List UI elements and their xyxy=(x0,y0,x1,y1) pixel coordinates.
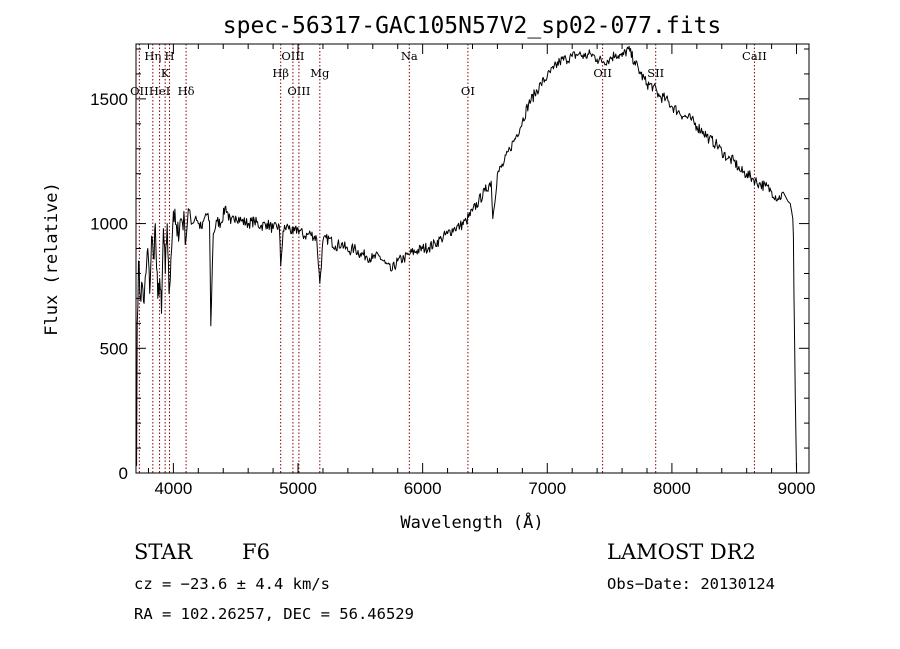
spectral-line-label: H xyxy=(165,49,175,63)
y-axis-label: Flux (relative) xyxy=(42,182,62,336)
redshift-velocity: cz = −23.6 ± 4.4 km/s xyxy=(134,575,330,593)
spectral-line-label: CaII xyxy=(742,49,767,63)
x-tick-label: 4000 xyxy=(154,479,192,498)
flux-series-layer xyxy=(135,45,797,471)
spectral-line-label: Hη xyxy=(144,49,161,63)
x-axis-label: Wavelength (Å) xyxy=(400,511,543,533)
spectral-line-label: Mg xyxy=(310,66,330,80)
object-subclass: F6 xyxy=(242,540,270,564)
x-tick-label: 8000 xyxy=(653,479,691,498)
spectral-line-label: K xyxy=(161,66,170,80)
spectral-line-label: OII xyxy=(593,66,612,80)
spectral-line-label: Hδ xyxy=(178,84,195,98)
y-tick-label: 500 xyxy=(100,339,128,358)
y-tick-label: 0 xyxy=(119,464,128,483)
spectral-line-label: OI xyxy=(461,84,475,98)
coordinates: RA = 102.26257, DEC = 56.46529 xyxy=(134,605,414,623)
x-tick-label: 6000 xyxy=(404,479,442,498)
spectral-line-label: OII xyxy=(130,84,149,98)
x-tick-label: 5000 xyxy=(279,479,317,498)
plot-frame xyxy=(135,43,810,474)
spectral-line-label: OIII xyxy=(281,49,304,63)
spectral-line-label: HeI xyxy=(149,84,170,98)
spectral-line-label: OIII xyxy=(287,84,310,98)
observation-date: Obs−Date: 20130124 xyxy=(607,575,775,593)
spectral-line-label: SII xyxy=(647,66,664,80)
y-tick-label: 1000 xyxy=(90,215,128,234)
axis-ticks: 4000 5000 6000 7000 8000 9000 0 500 1000 1500 xyxy=(90,44,815,498)
object-class: STAR xyxy=(134,540,193,564)
x-tick-label: 7000 xyxy=(528,479,566,498)
x-tick-label: 9000 xyxy=(778,479,816,498)
survey-name: LAMOST DR2 xyxy=(607,540,756,564)
flux-series-line xyxy=(135,45,797,471)
spectral-line-label: Na xyxy=(401,49,418,63)
chart-title: spec-56317-GAC105N57V2_sp02-077.fits xyxy=(223,13,722,39)
y-tick-label: 1500 xyxy=(90,90,128,109)
spectral-line-label: Hβ xyxy=(272,66,289,80)
